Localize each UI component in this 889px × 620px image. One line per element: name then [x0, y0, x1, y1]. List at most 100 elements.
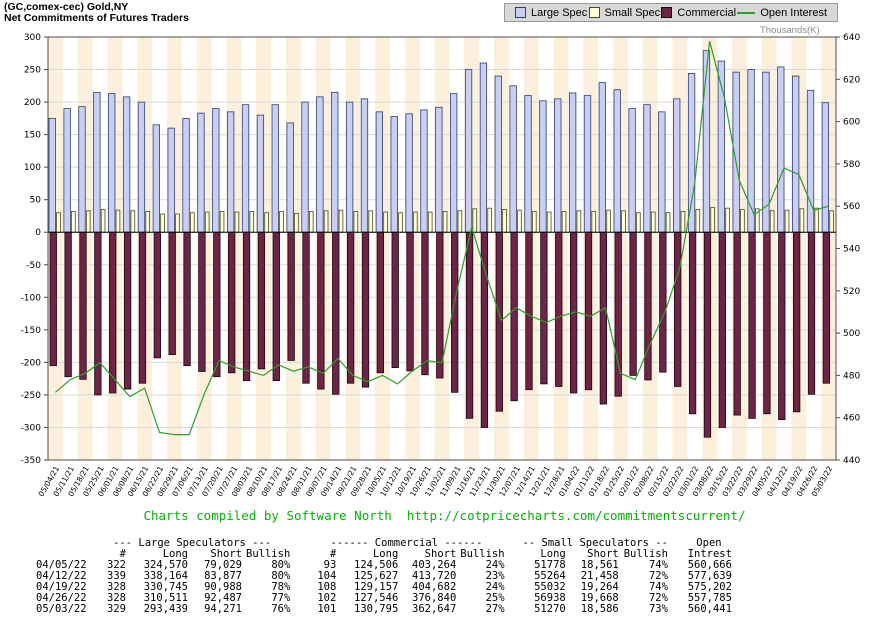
cell-c-bull: 24% — [485, 581, 505, 593]
col-header-ss-bullish: Bullish — [623, 548, 668, 560]
col-header-c-short: Short — [424, 548, 457, 560]
svg-text:560: 560 — [843, 202, 860, 212]
legend: Large Spec Small Spec Commercial Open In… — [504, 3, 838, 22]
cell-ls-num: 339 — [107, 570, 126, 582]
cell-c-long: 124,506 — [354, 559, 399, 571]
svg-text:520: 520 — [843, 287, 860, 297]
cell-ss-short: 18,586 — [580, 603, 619, 615]
cell-c-num: 104 — [317, 570, 337, 582]
cell-ss-long: 55264 — [534, 570, 566, 582]
cell-ss-long: 56938 — [534, 592, 566, 604]
table-group-large-spec: --- Large Speculators --- — [113, 537, 272, 549]
cell-c-short: 404,682 — [412, 581, 457, 593]
small-spec-swatch-icon — [588, 7, 600, 18]
svg-text:580: 580 — [843, 160, 860, 170]
legend-item-commercial: Commercial — [661, 7, 736, 19]
col-header-ls-bullish: Bullish — [246, 548, 291, 560]
table-group-commercial: ------ Commercial ------ — [330, 537, 483, 549]
svg-text:-100: -100 — [21, 293, 42, 303]
large-spec-swatch-icon — [515, 7, 526, 18]
commercial-swatch-icon — [661, 7, 673, 18]
cell-c-num: 93 — [323, 559, 337, 571]
col-header-ls-short: Short — [210, 548, 242, 560]
cell-ss-bull: 74% — [648, 559, 668, 571]
cell-ls-long: 330,745 — [143, 581, 188, 593]
cell-ls-short: 90,988 — [204, 581, 242, 593]
svg-text:250: 250 — [24, 66, 41, 76]
svg-text:600: 600 — [843, 118, 860, 128]
cell-empty — [34, 538, 92, 549]
svg-text:0: 0 — [35, 228, 41, 238]
cell-c-bull: 23% — [485, 570, 505, 582]
cell-date: 04/26/22 — [36, 592, 87, 604]
col-header-c-bullish: Bullish — [460, 548, 505, 560]
cell-ls-long: 338,164 — [143, 570, 188, 582]
cell-ss-short: 18,561 — [580, 559, 619, 571]
cell-ls-long: 324,570 — [143, 559, 188, 571]
svg-text:150: 150 — [24, 131, 41, 141]
chart-title: (GC,comex-cec) Gold,NY Net Commitments o… — [4, 2, 189, 24]
cell-ls-short: 79,029 — [204, 559, 242, 571]
cell-ls-bull: 80% — [271, 559, 291, 571]
cell-c-long: 129,157 — [354, 581, 399, 593]
cell-c-long: 130,795 — [354, 603, 399, 615]
footer-credit: Charts compiled by Software North http:/… — [143, 508, 746, 523]
col-header-ls-num: # — [119, 548, 126, 560]
cell-oi: 577,639 — [687, 570, 732, 582]
svg-text:500: 500 — [843, 329, 860, 339]
cell-ss-long: 55032 — [534, 581, 566, 593]
chart-title-line1: (GC,comex-cec) Gold,NY — [4, 1, 129, 13]
svg-text:-50: -50 — [26, 261, 41, 271]
table-row: 05/03/22 329 293,439 94,271 76% 101 130,795 362… — [34, 604, 734, 615]
col-header-c-long: Long — [372, 548, 399, 560]
cell-c-short: 413,720 — [412, 570, 457, 582]
col-header-open-intrest: Intrest — [687, 548, 732, 560]
cell-ss-bull: 72% — [648, 592, 668, 604]
cell-ls-long: 310,511 — [143, 592, 188, 604]
svg-text:-150: -150 — [21, 326, 42, 336]
svg-text:-350: -350 — [21, 456, 42, 466]
table-group-open: Open — [696, 537, 722, 549]
cot-data-table: --- Large Speculators --- ------ Commerc… — [34, 538, 734, 615]
svg-text:480: 480 — [843, 371, 860, 381]
cell-oi: 557,785 — [687, 592, 732, 604]
svg-text:540: 540 — [843, 245, 860, 255]
table-row: 04/12/22 339 338,164 83,877 80% 104 125,627 413… — [34, 571, 734, 582]
legend-item-open-interest: Open Interest — [737, 7, 827, 19]
table-column-header-row: # Long Short Bullish # Long Short Bullis… — [34, 549, 734, 560]
cell-ls-num: 328 — [107, 592, 126, 604]
table-group-small-spec: -- Small Speculators -- — [522, 537, 668, 549]
cell-c-long: 125,627 — [354, 570, 399, 582]
svg-text:440: 440 — [843, 456, 860, 466]
cell-c-short: 376,840 — [412, 592, 457, 604]
cell-c-bull: 24% — [485, 559, 505, 571]
cell-ss-long: 51778 — [534, 559, 566, 571]
cell-ss-short: 21,458 — [580, 570, 619, 582]
chart-title-line2: Net Commitments of Futures Traders — [4, 12, 189, 24]
cell-c-bull: 25% — [485, 592, 505, 604]
legend-label-commercial: Commercial — [677, 6, 737, 19]
svg-text:640: 640 — [843, 33, 860, 43]
cell-oi: 560,441 — [687, 603, 732, 615]
svg-text:-250: -250 — [21, 391, 42, 401]
cell-ls-bull: 76% — [271, 603, 291, 615]
cell-ss-bull: 74% — [648, 581, 668, 593]
cell-date: 04/12/22 — [36, 570, 87, 582]
svg-text:200: 200 — [24, 98, 41, 108]
svg-text:-300: -300 — [21, 424, 42, 434]
cell-c-num: 108 — [317, 581, 337, 593]
cell-ls-bull: 78% — [271, 581, 291, 593]
cell-ss-bull: 72% — [648, 570, 668, 582]
cell-ss-short: 19,668 — [580, 592, 619, 604]
cell-date: 05/03/22 — [36, 603, 87, 615]
cell-oi: 575,202 — [687, 581, 732, 593]
cell-ss-long: 51270 — [534, 603, 566, 615]
col-header-c-num: # — [329, 548, 337, 560]
right-axis-unit-label: Thousands(K) — [760, 25, 820, 36]
table-row: 04/19/22 328 330,745 90,988 78% 108 129,157 404… — [34, 582, 734, 593]
table-group-header-row: --- Large Speculators --- ------ Commerc… — [34, 538, 734, 549]
cell-c-num: 101 — [317, 603, 337, 615]
cell-ls-long: 293,439 — [143, 603, 188, 615]
svg-text:-200: -200 — [21, 358, 42, 368]
col-header-ls-long: Long — [162, 548, 188, 560]
